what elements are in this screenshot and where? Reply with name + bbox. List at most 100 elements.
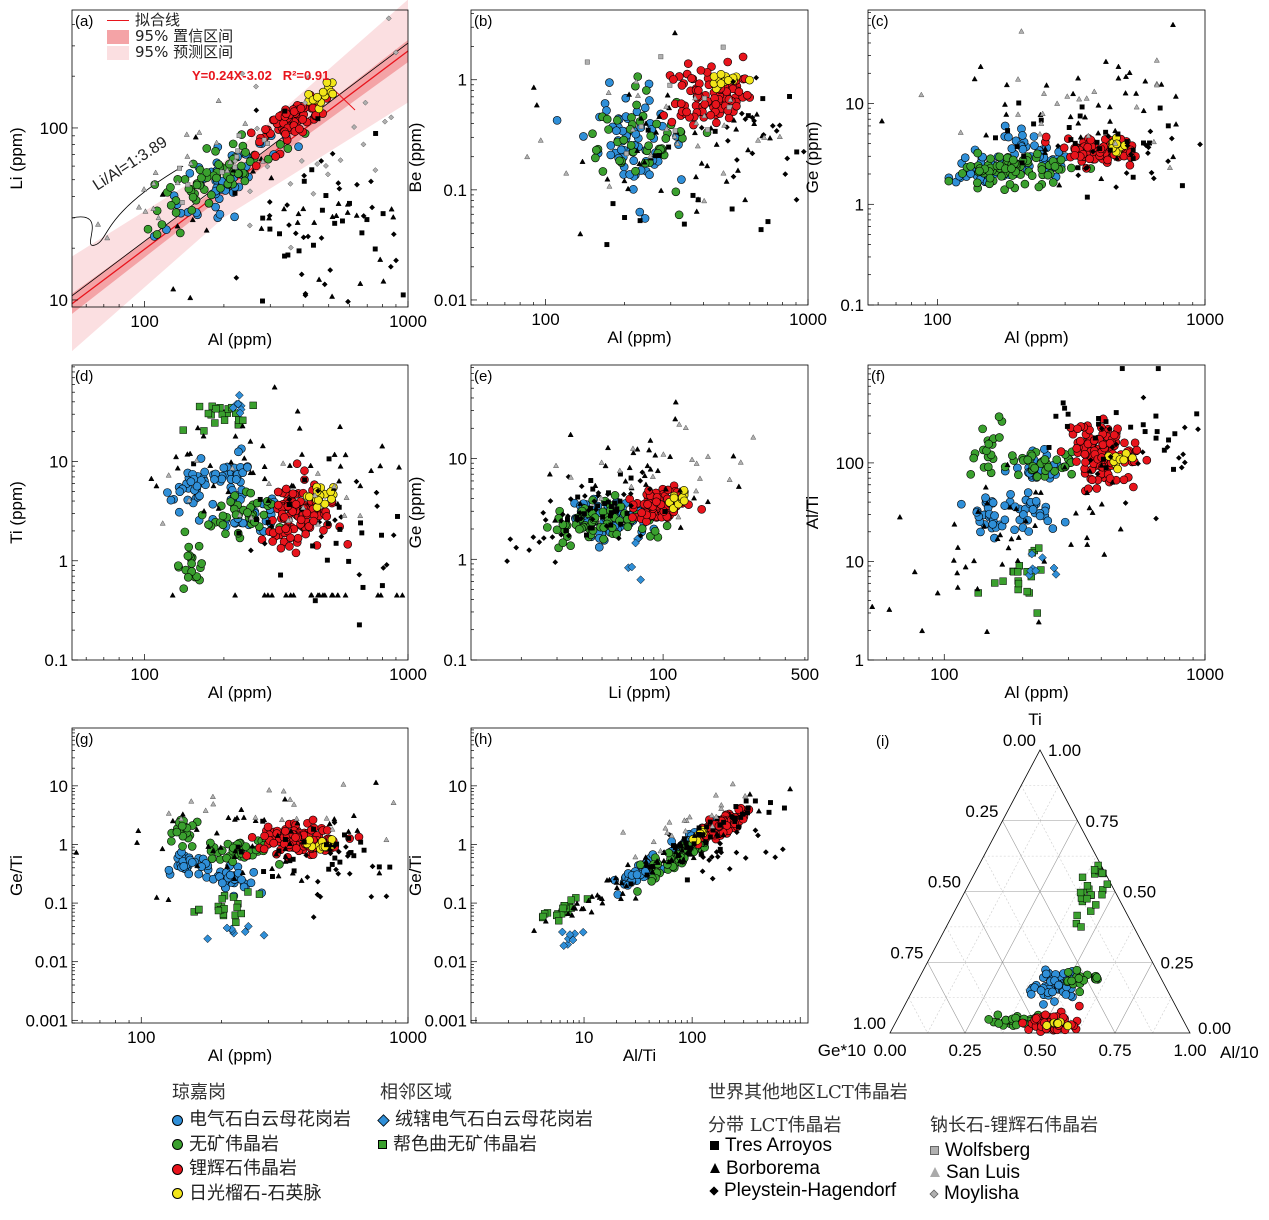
blue-circle-point — [1018, 131, 1027, 140]
black-triangle-point — [259, 442, 266, 449]
green-circle-point — [591, 153, 600, 163]
y-axis-label: Li (ppm) — [7, 127, 26, 189]
blue-circle-point — [1061, 990, 1071, 999]
black-triangle-point — [977, 63, 984, 69]
black-triangle-point — [159, 191, 166, 197]
black-square-point — [302, 477, 308, 483]
green-circle-point — [619, 135, 629, 145]
black-diamond-point — [699, 868, 706, 875]
series-black-triangle — [148, 384, 406, 598]
series-yellow-circle — [304, 78, 338, 114]
black-triangle-point — [281, 205, 288, 212]
black-square-point — [286, 502, 292, 508]
series-green-circle — [944, 148, 1096, 194]
green-square-point — [1078, 873, 1087, 881]
blue-circle-point — [186, 477, 196, 486]
series-black-square — [993, 100, 1185, 200]
black-triangle-point — [569, 912, 576, 918]
green-circle-point — [966, 470, 976, 479]
grey-diamond-point — [385, 15, 392, 22]
black-square-point — [1097, 146, 1103, 152]
black-triangle-point — [704, 498, 711, 505]
black-square-point — [291, 868, 297, 874]
series-red-circle — [1056, 414, 1152, 496]
y-tick-label: 0.001 — [424, 1011, 467, 1030]
black-square-point — [265, 519, 271, 525]
yellow-circle-point — [1128, 453, 1137, 463]
black-square-point — [588, 505, 593, 511]
grey-triangle-point — [178, 815, 185, 822]
plot-frame — [71, 364, 409, 661]
black-triangle-point — [644, 462, 651, 469]
black-triangle-point — [194, 424, 201, 431]
y-tick-label: 0.1 — [443, 894, 467, 913]
black-triangle-point — [676, 487, 684, 493]
red-circle-point — [742, 90, 752, 100]
black-triangle-point — [1005, 544, 1012, 551]
black-triangle-point — [1106, 103, 1113, 110]
green-circle-point — [966, 161, 975, 171]
black-square-point — [1053, 413, 1059, 419]
black-triangle-point — [316, 276, 323, 282]
blue-circle-point — [645, 170, 654, 179]
black-triangle-point — [623, 882, 630, 889]
green-circle-point — [228, 139, 238, 149]
black-triangle-point — [134, 839, 141, 845]
grey-diamond-point — [287, 180, 294, 187]
series-yellow-circle — [665, 485, 689, 513]
grey-triangle-icon — [930, 1167, 940, 1178]
grey-square-point — [177, 165, 182, 171]
black-square-point — [315, 116, 321, 122]
series-grey-triangle — [159, 457, 364, 527]
y-axis-label: Al/Ti — [803, 496, 822, 529]
grey-triangle-point — [701, 197, 708, 204]
green-circle-point — [575, 524, 584, 534]
black-square-point — [563, 528, 569, 534]
black-square-point — [1062, 405, 1068, 411]
black-triangle-point — [187, 294, 194, 301]
grey-triangle-point — [140, 186, 148, 192]
x-tick-label: 10 — [575, 1028, 594, 1047]
red-circle-point — [1119, 475, 1129, 485]
blue-circle-point — [1018, 145, 1028, 154]
black-triangle-point — [282, 592, 290, 598]
black-triangle-point — [1001, 101, 1008, 107]
black-triangle-point — [542, 918, 549, 924]
green-circle-point — [175, 228, 185, 238]
series-black-diamond — [303, 819, 390, 921]
black-diamond-point — [577, 509, 583, 516]
grey-triangle-point — [227, 158, 234, 165]
green-circle-point — [1034, 182, 1044, 192]
black-triangle-point — [643, 861, 650, 867]
blue-diamond-point — [568, 935, 578, 945]
blue-circle-point — [1036, 986, 1046, 995]
black-triangle-point — [1133, 90, 1140, 96]
green-circle-point — [566, 541, 575, 550]
red-circle-point — [291, 499, 301, 509]
yellow-circle-point — [669, 493, 679, 503]
black-square-point — [323, 193, 329, 199]
blue-circle-point — [246, 878, 256, 888]
black-triangle-point — [345, 828, 352, 834]
black-diamond-point — [1124, 142, 1131, 149]
black-diamond-point — [1123, 170, 1130, 177]
x-tick-label: 100 — [130, 665, 158, 684]
panel-label: (e) — [474, 368, 492, 385]
black-triangle-point — [1089, 509, 1096, 515]
black-diamond-point — [335, 848, 342, 855]
red-circle-point — [1081, 457, 1090, 467]
green-circle-point — [598, 167, 608, 176]
black-square-point — [359, 530, 365, 536]
black-triangle-point — [622, 478, 629, 484]
black-square-point — [400, 292, 406, 298]
black-triangle-point — [239, 869, 246, 876]
yellow-circle-point — [716, 79, 726, 88]
black-square-point — [1014, 144, 1020, 150]
black-diamond-point — [1180, 451, 1187, 458]
black-square-point — [346, 558, 352, 564]
black-triangle-point — [316, 592, 323, 598]
series-green-circle — [966, 412, 1077, 482]
black-diamond-point — [286, 222, 292, 229]
black-triangle-point — [1084, 541, 1091, 547]
black-diamond-point — [300, 234, 307, 241]
